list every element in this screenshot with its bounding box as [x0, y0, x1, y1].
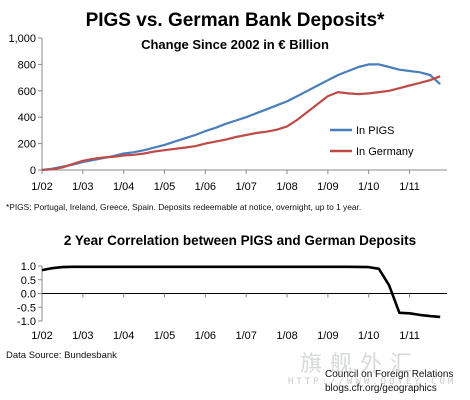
y-tick-label: 600	[18, 86, 36, 98]
data-source: Data Source: Bundesbank	[6, 350, 117, 361]
credit-org: Council on Foreign Relations	[325, 369, 454, 380]
y-tick-label: -0.5	[17, 302, 36, 314]
bottom-chart-title: 2 Year Correlation between PIGS and Germ…	[64, 233, 416, 248]
x-tick-label: 1/05	[154, 330, 175, 342]
credit-url: blogs.cfr.org/geographics	[325, 383, 437, 394]
y-tick-label: 0.5	[21, 275, 36, 287]
x-tick-label: 1/06	[195, 181, 216, 193]
x-tick-label: 1/06	[195, 330, 216, 342]
x-tick-label: 1/04	[113, 181, 134, 193]
x-tick-label: 1/08	[276, 181, 297, 193]
x-tick-label: 1/08	[276, 330, 297, 342]
x-tick-label: 1/11	[399, 330, 420, 342]
x-tick-label: 1/03	[72, 330, 93, 342]
y-tick-label: 400	[18, 112, 36, 124]
y-tick-label: -1.0	[17, 316, 36, 328]
top-chart-subtitle: Change Since 2002 in € Billion	[141, 37, 329, 52]
watermark-url: HTTP://WWW.QQYEY.COM	[288, 377, 457, 387]
x-tick-label: 1/07	[235, 330, 256, 342]
correlation-line-chart: 1.0 0.5 0.0-0.5 -1.0 1/02 1/03 1/04 1/05 1/06 1/0…	[17, 261, 447, 342]
x-tick-label: 1/04	[113, 330, 134, 342]
y-tick-label: 0.0	[21, 289, 36, 301]
y-tick-label: 200	[18, 139, 36, 151]
watermark-logo: 旗舰外汇	[300, 352, 421, 377]
x-tick-label: 1/03	[72, 181, 93, 193]
deposits-line-chart: 0 200 400 600 800 1,000 1/02 1/03 1/04 1/05 1/06 1/…	[8, 33, 447, 193]
y-tick-label: 800	[18, 59, 36, 71]
legend-label: In Germany	[356, 146, 414, 158]
x-tick-label: 1/02	[31, 330, 52, 342]
series-line-correlation	[41, 265, 441, 319]
x-tick-label: 1/09	[317, 330, 338, 342]
x-tick-label: 1/10	[358, 181, 379, 193]
x-tick-label: 1/10	[358, 330, 379, 342]
footnote: *PIGS: Portugal, Ireland, Greece, Spain.…	[6, 202, 362, 212]
x-tick-label: 1/09	[317, 181, 338, 193]
y-tick-label: 1.0	[21, 261, 36, 273]
legend-label: In PIGS	[356, 125, 395, 137]
series-line-in-germany	[41, 75, 441, 172]
x-tick-label: 1/05	[154, 181, 175, 193]
x-tick-label: 1/11	[399, 181, 420, 193]
y-tick-label: 1,000	[8, 33, 36, 45]
top-chart-title: PIGS vs. German Bank Deposits*	[86, 10, 385, 31]
x-tick-label: 1/02	[31, 181, 52, 193]
y-tick-label: 0	[30, 165, 36, 177]
x-tick-label: 1/07	[235, 181, 256, 193]
